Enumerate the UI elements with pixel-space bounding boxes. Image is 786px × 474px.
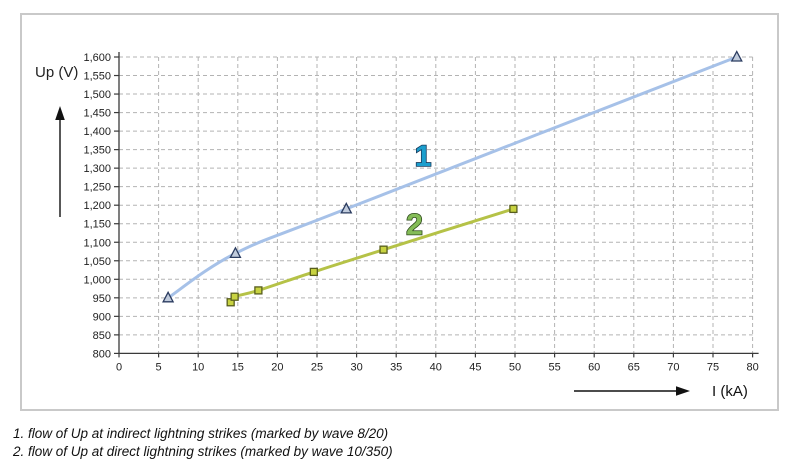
caption-line-2: 2. flow of Up at direct lightning strike…	[13, 444, 393, 459]
series-2-marker-square	[230, 292, 239, 301]
grid-layer	[119, 56, 754, 354]
y-tick-label: 850	[93, 330, 111, 342]
y-axis-title: Up (V)	[35, 64, 78, 81]
y-tick-label: 950	[93, 293, 111, 305]
figure-box: 0 5 10 15 20 25 30 35 40 45 50 55 60 65 70 75 80 800 850 90…	[20, 13, 779, 411]
x-tick-label: 0	[116, 361, 122, 373]
x-tick-label: 60	[588, 361, 600, 373]
x-tick-label: 30	[350, 361, 362, 373]
series-2-marker-square	[309, 267, 318, 277]
x-tick-label: 10	[192, 361, 204, 373]
y-tick-label: 1,200	[83, 200, 111, 212]
series-2-marker-square	[254, 286, 263, 295]
annotation-layer: Up (V) I (kA)	[35, 64, 748, 400]
caption: 1. flow of Up at indirect lightning stri…	[13, 425, 773, 461]
series-2-marker-square	[379, 245, 388, 254]
x-tick-label: 20	[271, 361, 283, 373]
x-axis-arrowhead-icon	[676, 386, 690, 396]
y-tick-label: 800	[93, 348, 111, 360]
x-tick-label: 75	[707, 361, 719, 373]
axes-layer: 0 5 10 15 20 25 30 35 40 45 50 55 60 65 70 75 80 800 850 90…	[83, 52, 759, 373]
x-tick-label: 65	[628, 361, 640, 373]
y-tick-label: 1,400	[83, 126, 111, 138]
x-axis-title: I (kA)	[712, 383, 748, 400]
series-2-line	[229, 207, 515, 304]
series-1-marker-triangle	[162, 290, 175, 303]
x-tick-label: 15	[232, 361, 244, 373]
y-tick-label: 1,100	[83, 237, 111, 249]
series-1-marker-triangle	[340, 202, 353, 214]
x-tick-label: 40	[430, 361, 442, 373]
chart-svg: 0 5 10 15 20 25 30 35 40 45 50 55 60 65 70 75 80 800 850 90…	[35, 50, 759, 400]
y-tick-label: 1,450	[83, 108, 111, 120]
y-tick-label: 1,350	[83, 145, 111, 157]
series-1-line	[166, 55, 739, 300]
x-tick-label: 45	[469, 361, 481, 373]
x-tick-label: 35	[390, 361, 402, 373]
y-tick-label: 900	[93, 311, 111, 323]
series-layer: 12	[162, 50, 743, 307]
y-tick-label: 1,550	[83, 71, 111, 83]
y-tick-label: 1,300	[83, 163, 111, 175]
series-2-number-label: 2	[406, 209, 423, 242]
x-tick-label: 80	[746, 361, 758, 373]
x-tick-label: 70	[667, 361, 679, 373]
y-tick-label: 1,250	[83, 182, 111, 194]
x-tick-label: 5	[156, 361, 162, 373]
x-tick-label: 50	[509, 361, 521, 373]
y-tick-label: 1,000	[83, 274, 111, 286]
x-tick-label: 25	[311, 361, 323, 373]
series-2-marker-square	[509, 204, 518, 214]
y-tick-label: 1,050	[83, 256, 111, 268]
y-tick-label: 1,150	[83, 219, 111, 231]
caption-line-1: 1. flow of Up at indirect lightning stri…	[13, 426, 389, 441]
y-tick-label: 1,600	[83, 52, 111, 64]
series-1-marker-triangle	[229, 246, 242, 259]
y-tick-label: 1,500	[83, 89, 111, 101]
x-tick-label: 55	[548, 361, 560, 373]
y-axis-arrowhead-icon	[55, 106, 65, 120]
series-1-number-label: 1	[415, 140, 432, 173]
series-1-marker-triangle	[730, 50, 743, 62]
